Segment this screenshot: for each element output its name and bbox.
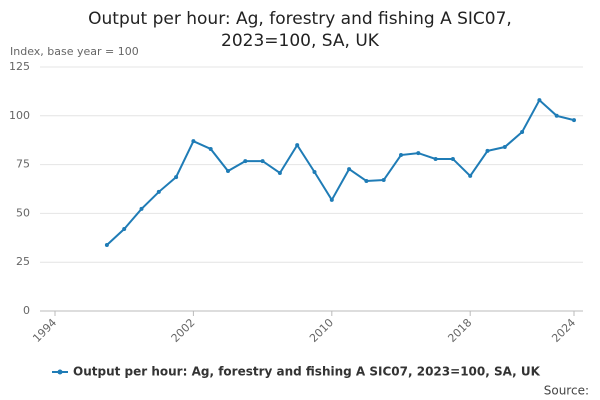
y-axis-label: Index, base year = 100 — [10, 45, 139, 58]
data-point — [243, 159, 248, 164]
y-tick-label: 50 — [16, 206, 30, 219]
x-tick-label: 2010 — [307, 316, 336, 345]
data-point — [156, 189, 161, 194]
data-point — [295, 143, 300, 148]
data-point — [399, 153, 403, 158]
data-point — [104, 243, 109, 248]
data-point — [312, 170, 317, 175]
data-point — [468, 173, 473, 178]
data-point — [502, 145, 507, 150]
data-point — [433, 156, 438, 161]
data-point — [260, 159, 265, 164]
data-point — [554, 113, 559, 118]
data-point — [416, 151, 421, 156]
y-tick-label: 100 — [9, 109, 30, 122]
data-point — [450, 156, 455, 161]
x-tick-label: 2002 — [169, 316, 198, 345]
data-point — [537, 98, 542, 103]
data-line — [106, 98, 575, 246]
data-point — [139, 206, 144, 211]
data-point — [208, 146, 213, 151]
data-point — [381, 178, 386, 183]
data-point — [122, 227, 127, 232]
x-tick-label: 1994 — [30, 316, 59, 345]
x-tick-label: 2018 — [445, 316, 474, 345]
chart-title: Output per hour: Ag, forestry and fishin… — [88, 9, 512, 51]
data-point — [174, 175, 179, 180]
data-point — [329, 197, 334, 202]
y-tick-label: 25 — [16, 255, 30, 268]
data-point — [364, 178, 369, 183]
data-point — [226, 169, 230, 174]
data-point — [347, 167, 352, 172]
legend-marker — [57, 369, 63, 375]
data-point — [277, 170, 282, 175]
y-tick-label: 0 — [23, 304, 30, 317]
y-tick-label: 75 — [16, 158, 30, 171]
data-point — [485, 148, 490, 153]
data-point — [520, 130, 525, 135]
data-point — [572, 118, 576, 123]
y-tick-label: 125 — [9, 60, 30, 73]
data-point — [191, 139, 196, 144]
legend-label: Output per hour: Ag, forestry and fishin… — [73, 365, 541, 379]
x-tick-label: 2024 — [549, 316, 578, 345]
source-label: Source: — [544, 384, 589, 398]
